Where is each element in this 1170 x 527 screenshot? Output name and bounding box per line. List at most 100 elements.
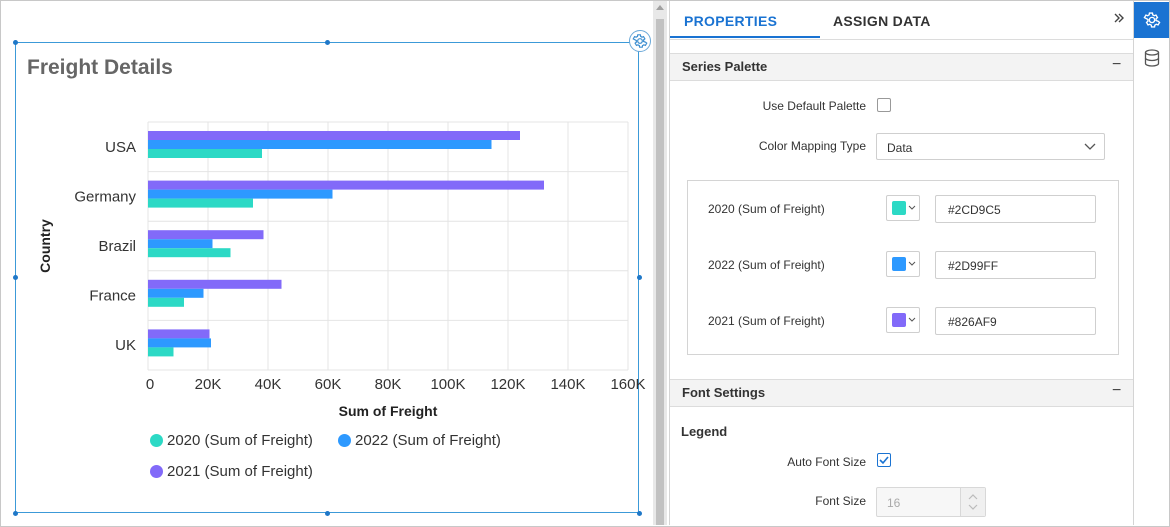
legend-marker — [150, 465, 163, 478]
color-swatch — [892, 201, 906, 215]
bar — [148, 198, 253, 208]
chevron-down-icon — [1084, 143, 1096, 150]
gear-icon — [1142, 12, 1160, 28]
double-chevron-right-icon — [1114, 13, 1124, 23]
use-default-palette-label: Use Default Palette — [762, 99, 866, 113]
series-label: 2022 (Sum of Freight) — [708, 258, 825, 272]
font-size-label: Font Size — [815, 494, 866, 508]
bar — [148, 239, 213, 249]
properties-panel: PROPERTIES ASSIGN DATA Series Palette − … — [669, 1, 1134, 525]
section-series-palette[interactable]: Series Palette − — [670, 53, 1134, 81]
use-default-palette-checkbox[interactable] — [877, 98, 891, 112]
x-axis-title: Sum of Freight — [339, 403, 438, 419]
data-source-button[interactable] — [1134, 40, 1169, 76]
legend-item[interactable]: 2022 (Sum of Freight) — [338, 432, 501, 449]
y-axis-title: Country — [37, 219, 53, 273]
gear-icon — [632, 34, 648, 48]
database-icon — [1144, 49, 1159, 67]
widget-settings-button[interactable] — [629, 30, 651, 52]
checkmark-icon — [879, 456, 889, 465]
x-tick-label: 20K — [195, 376, 222, 393]
bar-chart: 0 20K 40K 60K 80K 100K 120K 140K 160K USA Germany B… — [37, 121, 646, 419]
legend-item[interactable]: 2020 (Sum of Freight) — [150, 432, 313, 449]
bar — [148, 329, 210, 339]
y-tick-label: Brazil — [98, 238, 136, 255]
chevron-down-icon — [908, 261, 916, 266]
section-font-settings[interactable]: Font Settings − — [670, 379, 1134, 407]
bar — [148, 180, 544, 190]
series-label: 2021 (Sum of Freight) — [708, 314, 825, 328]
color-picker-button[interactable] — [886, 195, 920, 221]
tab-assign-data[interactable]: ASSIGN DATA — [833, 13, 931, 29]
collapse-panel-button[interactable] — [1113, 11, 1125, 29]
bar — [148, 230, 264, 240]
widget-title: Freight Details — [27, 56, 173, 79]
bar — [148, 297, 184, 307]
section-title: Font Settings — [682, 385, 766, 400]
legend-item[interactable]: 2021 (Sum of Freight) — [150, 463, 313, 480]
resize-handle-bottom-left[interactable] — [13, 511, 18, 516]
color-picker-button[interactable] — [886, 307, 920, 333]
active-tab-indicator — [670, 36, 820, 38]
x-tick-label: 0 — [146, 376, 154, 393]
series-label: 2020 (Sum of Freight) — [708, 202, 825, 216]
x-tick-label: 60K — [315, 376, 342, 393]
color-mapping-label: Color Mapping Type — [758, 139, 866, 153]
hex-color-input[interactable]: #2D99FF — [935, 251, 1096, 279]
resize-handle-top-left[interactable] — [13, 40, 18, 45]
collapse-section-button[interactable]: − — [1112, 382, 1122, 399]
y-tick-label: France — [89, 288, 136, 305]
x-tick-label: 140K — [550, 376, 585, 393]
resize-handle-right[interactable] — [637, 275, 642, 280]
legend-label: 2022 (Sum of Freight) — [355, 432, 501, 449]
resize-handle-bottom[interactable] — [325, 511, 330, 516]
bar — [148, 347, 174, 357]
color-swatch — [892, 257, 906, 271]
bar — [148, 149, 262, 158]
scrollbar-thumb[interactable] — [656, 19, 664, 525]
chevron-down-icon — [908, 205, 916, 210]
side-icon-bar — [1133, 1, 1169, 525]
legend-label: 2021 (Sum of Freight) — [167, 463, 313, 480]
x-tick-label: 100K — [430, 376, 465, 393]
resize-handle-bottom-right[interactable] — [637, 511, 642, 516]
bar — [148, 338, 211, 348]
section-title: Series Palette — [682, 59, 768, 74]
legend-marker — [338, 434, 351, 447]
properties-settings-button[interactable] — [1134, 2, 1169, 38]
bar — [148, 288, 204, 298]
x-tick-label: 80K — [375, 376, 402, 393]
bar — [148, 131, 520, 140]
x-tick-label: 120K — [490, 376, 525, 393]
legend-subheading: Legend — [681, 424, 728, 439]
spin-buttons[interactable] — [960, 488, 985, 516]
series-palette-list: 2020 (Sum of Freight) #2CD9C5 2022 (Sum … — [687, 180, 1119, 355]
design-canvas[interactable] — [1, 1, 653, 525]
x-tick-label: 40K — [255, 376, 282, 393]
legend-label: 2020 (Sum of Freight) — [167, 432, 313, 449]
legend-marker — [150, 434, 163, 447]
up-down-arrows-icon — [968, 494, 978, 510]
x-tick-label: 160K — [610, 376, 645, 393]
chevron-down-icon — [908, 317, 916, 322]
bar — [148, 189, 333, 199]
y-tick-label: Germany — [74, 188, 136, 205]
color-picker-button[interactable] — [886, 251, 920, 277]
resize-handle-left[interactable] — [13, 275, 18, 280]
y-tick-label: UK — [115, 337, 136, 354]
tab-properties[interactable]: PROPERTIES — [684, 13, 778, 29]
hex-color-input[interactable]: #2CD9C5 — [935, 195, 1096, 223]
hex-color-input[interactable]: #826AF9 — [935, 307, 1096, 335]
font-size-value: 16 — [887, 496, 901, 510]
font-size-stepper[interactable]: 16 — [876, 487, 986, 517]
color-mapping-dropdown[interactable]: Data — [876, 133, 1105, 160]
collapse-section-button[interactable]: − — [1112, 56, 1122, 73]
canvas-vertical-scrollbar[interactable] — [653, 1, 667, 525]
color-swatch — [892, 313, 906, 327]
scroll-up-arrow[interactable] — [656, 5, 664, 10]
auto-font-size-checkbox[interactable] — [877, 453, 891, 467]
y-tick-label: USA — [105, 139, 136, 156]
panel-tabs: PROPERTIES ASSIGN DATA — [670, 1, 1134, 40]
bar — [148, 248, 231, 258]
resize-handle-top[interactable] — [325, 40, 330, 45]
